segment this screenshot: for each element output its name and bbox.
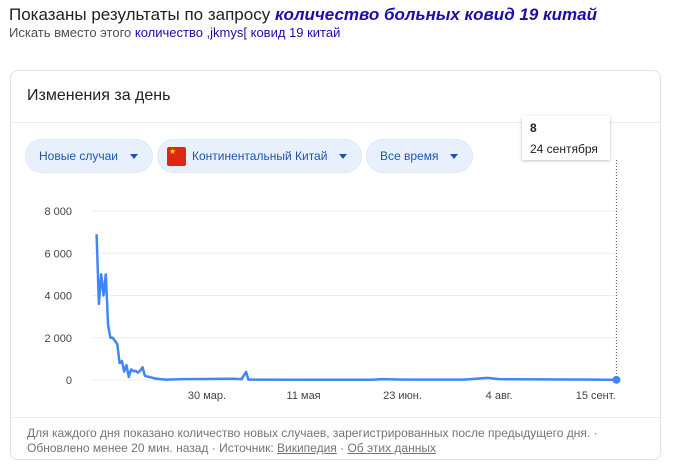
caret-down-icon xyxy=(129,153,138,159)
metric-dropdown[interactable]: Новые случаи xyxy=(25,139,153,173)
y-tick-label: 6 000 xyxy=(44,248,72,260)
card-title: Изменения за день xyxy=(27,87,171,104)
tooltip-date: 24 сентября xyxy=(530,142,598,156)
corrected-query-link[interactable]: количество больных ковид 19 китай xyxy=(274,5,598,24)
x-tick-label: 30 мар. xyxy=(188,390,226,402)
metric-label: Новые случаи xyxy=(39,149,118,163)
period-dropdown[interactable]: Все время xyxy=(366,139,474,173)
line-chart[interactable]: 0 2 000 4 000 6 000 8 000 30 мар. 11 мая 23 июн… xyxy=(0,0,675,420)
y-tick-label: 4 000 xyxy=(44,291,72,303)
footer-note: Для каждого дня показано количество новы… xyxy=(27,426,598,455)
covid-card: Изменения за день Новые случаи Континент… xyxy=(10,70,661,460)
showing-results-for: Показаны результаты по запросу количеств… xyxy=(9,5,597,25)
tooltip-value: 8 xyxy=(530,121,537,135)
updated-text: Обновлено менее 20 мин. назад xyxy=(27,441,209,455)
period-label: Все время xyxy=(380,149,439,163)
wikipedia-link[interactable]: Википедия xyxy=(277,441,337,455)
search-instead: Искать вместо этого количество ,jkmys[ к… xyxy=(9,25,340,40)
x-tick-label: 11 мая xyxy=(287,390,321,402)
series-line xyxy=(95,234,617,382)
y-tick-label: 2 000 xyxy=(44,333,72,345)
x-tick-label: 23 июн. xyxy=(383,390,422,402)
showing-prefix: Показаны результаты по запросу xyxy=(9,5,271,24)
x-tick-label: 15 сент. xyxy=(576,390,616,402)
tooltip: 8 24 сентября xyxy=(522,116,610,160)
caret-down-icon xyxy=(339,153,348,159)
divider xyxy=(11,122,660,123)
y-tick-label: 8 000 xyxy=(44,206,72,218)
source-label: Источник: xyxy=(219,441,274,455)
about-data-link[interactable]: Об этих данных xyxy=(347,441,436,455)
instead-prefix: Искать вместо этого xyxy=(9,25,132,40)
divider xyxy=(11,417,660,418)
y-tick-label: 0 xyxy=(66,375,72,387)
caret-down-icon xyxy=(450,153,459,159)
x-tick-label: 4 авг. xyxy=(486,390,513,402)
data-point-marker xyxy=(612,375,621,384)
china-flag-icon xyxy=(167,146,186,166)
note-text: Для каждого дня показано количество новы… xyxy=(27,426,591,440)
region-label: Континентальный Китай xyxy=(192,149,328,163)
original-query-link[interactable]: количество ,jkmys[ ковид 19 китай xyxy=(134,25,341,40)
region-dropdown[interactable]: Континентальный Китай xyxy=(157,139,363,173)
